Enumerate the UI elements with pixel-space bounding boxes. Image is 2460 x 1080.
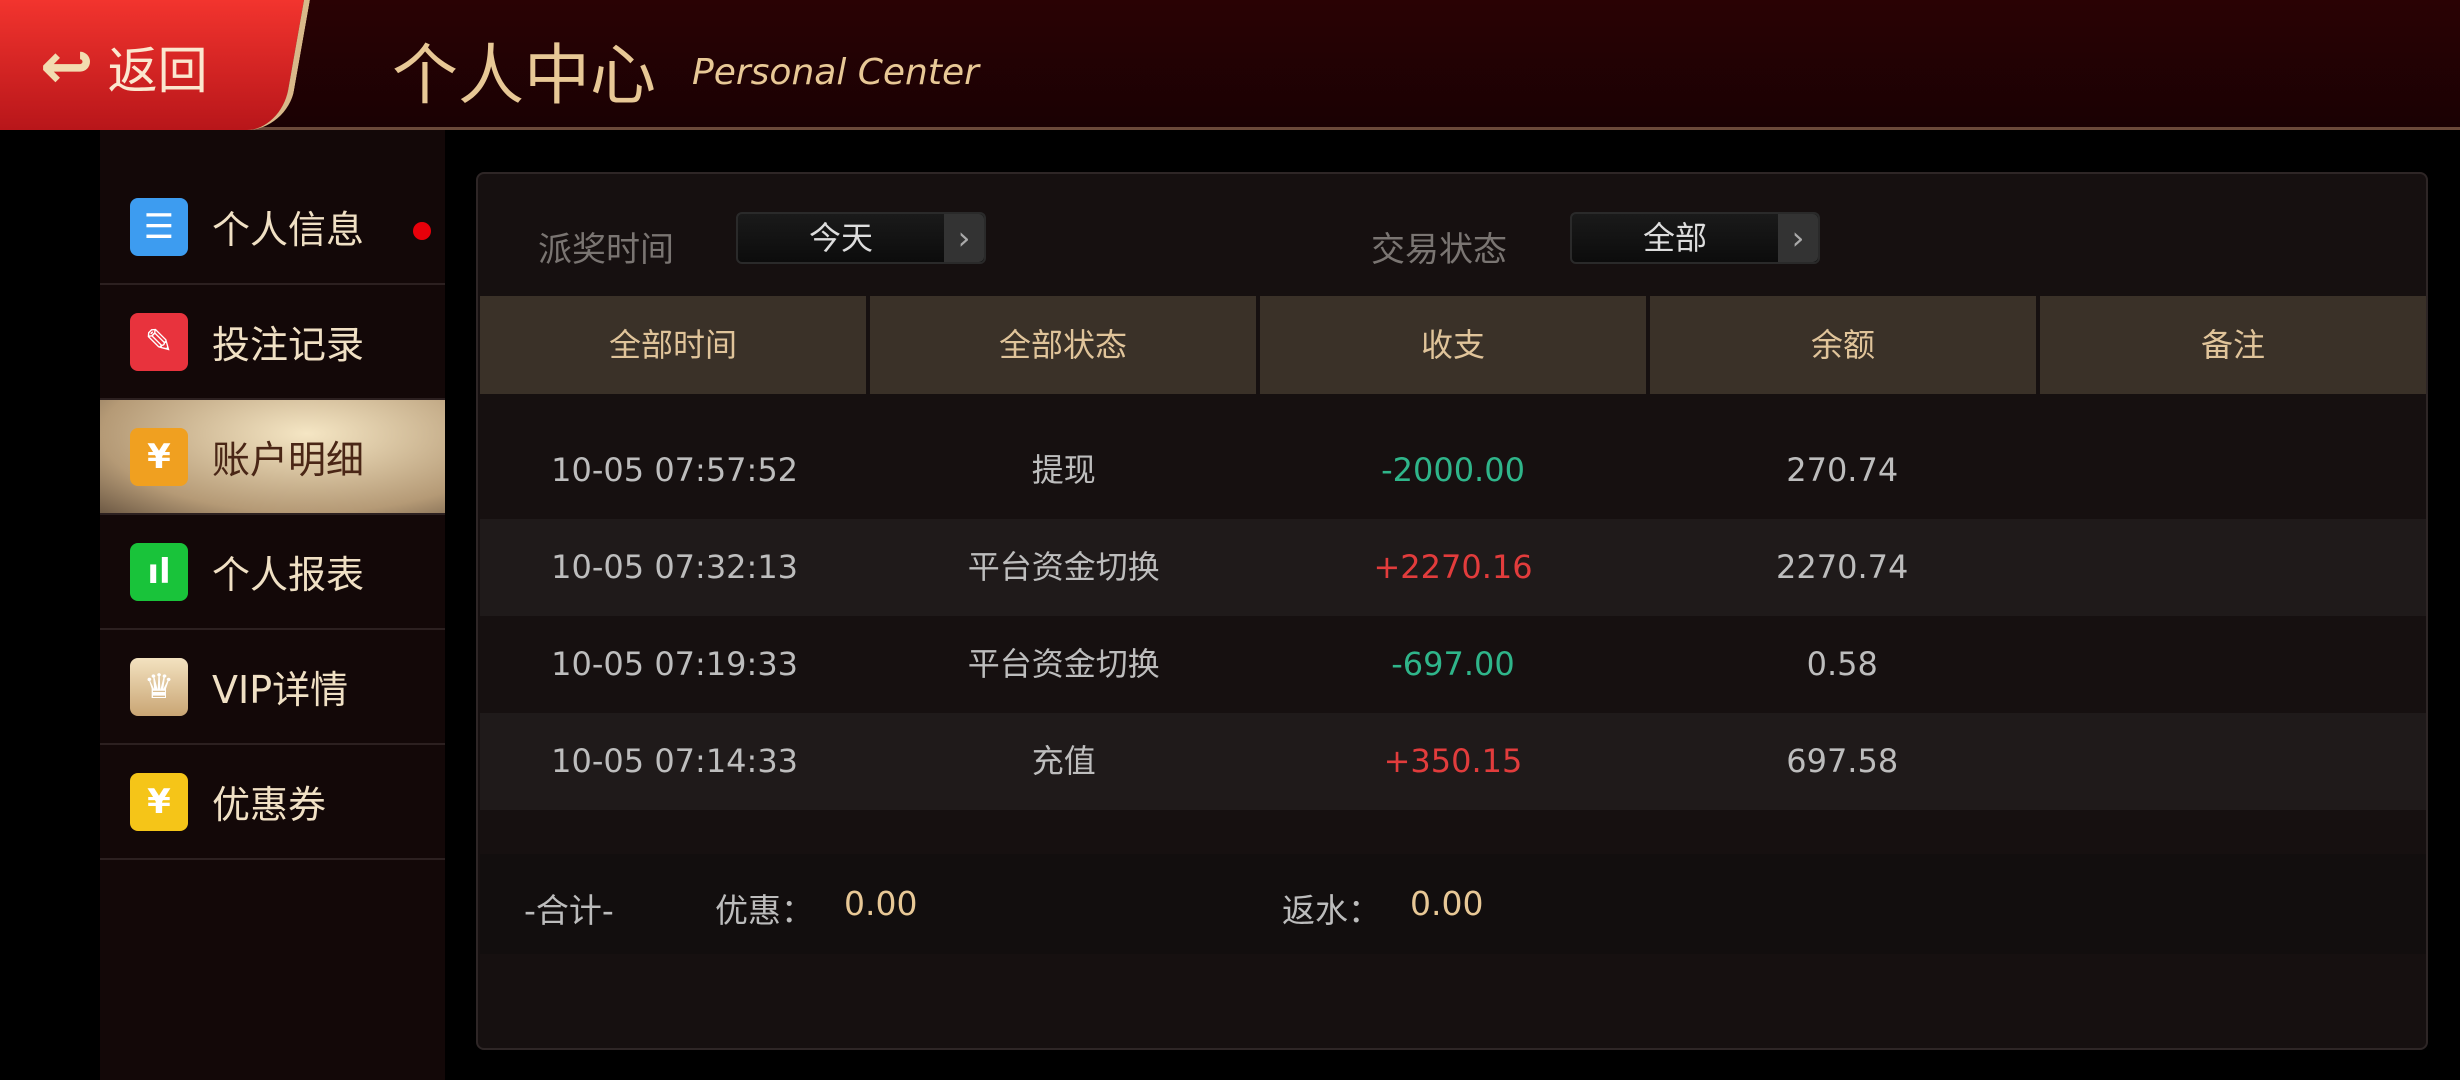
- return-arrow-icon: ↩: [40, 30, 94, 104]
- sidebar-item-label: 个人报表: [212, 553, 365, 597]
- cell-time: 10-05 07:19:33: [551, 645, 799, 683]
- account-details-panel: 派奖时间 今天 › 交易状态 全部 › 全部时间 全部状态 收支 余额 备注 1…: [476, 172, 2428, 1050]
- discount-label: 优惠：: [715, 891, 814, 930]
- sidebar-item-account-details[interactable]: ¥ 账户明细: [100, 400, 445, 515]
- cell-amount: -697.00: [1391, 645, 1515, 683]
- sidebar-item-personal-info[interactable]: ☰ 个人信息: [100, 170, 445, 285]
- cell-remark: [2037, 422, 2426, 519]
- transaction-status-select[interactable]: 全部 ›: [1570, 212, 1820, 264]
- sidebar-item-label: 投注记录: [212, 323, 365, 367]
- cell-balance: 0.58: [1806, 645, 1878, 683]
- column-header-status[interactable]: 全部状态: [870, 296, 1256, 394]
- cell-remark: [2037, 713, 2426, 810]
- rebate-label: 返水：: [1282, 891, 1381, 930]
- table-row: 10-05 07:19:33 平台资金切换 -697.00 0.58: [480, 616, 2426, 713]
- crown-icon: ♛: [130, 657, 188, 716]
- page-title: 个人中心: [392, 37, 656, 114]
- column-header-time[interactable]: 全部时间: [480, 296, 866, 394]
- contact-card-icon: ☰: [130, 197, 188, 256]
- sidebar-item-label: VIP详情: [212, 668, 349, 712]
- cell-time: 10-05 07:32:13: [551, 548, 799, 586]
- payout-time-label: 派奖时间: [538, 230, 674, 270]
- table-header: 全部时间 全部状态 收支 余额 备注: [480, 296, 2426, 394]
- cell-balance: 270.74: [1786, 451, 1899, 489]
- rebate-value: 0.00: [1410, 884, 1484, 923]
- cell-status: 充值: [1031, 742, 1096, 780]
- sidebar-item-bet-records[interactable]: ✎ 投注记录: [100, 285, 445, 400]
- header: ↩ 返回 个人中心 Personal Center: [0, 0, 2460, 130]
- transaction-status-value: 全部: [1642, 219, 1707, 257]
- cell-remark: [2037, 519, 2426, 616]
- totals-footer: -合计- 优惠： 0.00 返水： 0.00: [480, 854, 2426, 954]
- money-bag-icon: ¥: [130, 427, 188, 486]
- chevron-right-icon: ›: [1778, 214, 1818, 262]
- sidebar-item-coupons[interactable]: ¥ 优惠券: [100, 745, 445, 860]
- column-header-balance: 余额: [1650, 296, 2036, 394]
- sidebar-item-label: 个人信息: [212, 208, 365, 252]
- cell-amount: -2000.00: [1381, 451, 1525, 489]
- sidebar-item-vip[interactable]: ♛ VIP详情: [100, 630, 445, 745]
- payout-time-value: 今天: [808, 219, 873, 257]
- back-button-content[interactable]: ↩ 返回: [40, 30, 208, 104]
- cell-balance: 697.58: [1786, 742, 1899, 780]
- chevron-right-icon: ›: [944, 214, 984, 262]
- cell-balance: 2270.74: [1776, 548, 1909, 586]
- back-label: 返回: [107, 42, 208, 100]
- coupon-icon: ¥: [130, 772, 188, 831]
- payout-time-select[interactable]: 今天 ›: [736, 212, 986, 264]
- table-row: 10-05 07:32:13 平台资金切换 +2270.16 2270.74: [480, 519, 2426, 616]
- bet-record-icon: ✎: [130, 312, 188, 371]
- cell-time: 10-05 07:57:52: [551, 451, 799, 489]
- discount-value: 0.00: [844, 884, 918, 923]
- table-row: 10-05 07:14:33 充值 +350.15 697.58: [480, 713, 2426, 810]
- cell-remark: [2037, 616, 2426, 713]
- cell-status: 平台资金切换: [967, 645, 1160, 683]
- cell-status: 提现: [1031, 451, 1096, 489]
- total-label: -合计-: [524, 891, 614, 930]
- table-row: 10-05 07:57:52 提现 -2000.00 270.74: [480, 422, 2426, 519]
- notification-dot: [413, 222, 431, 240]
- cell-status: 平台资金切换: [967, 548, 1160, 586]
- cell-amount: +350.15: [1383, 742, 1523, 780]
- cell-amount: +2270.16: [1373, 548, 1533, 586]
- sidebar-item-personal-report[interactable]: ıl 个人报表: [100, 515, 445, 630]
- page-subtitle: Personal Center: [692, 52, 979, 93]
- sidebar-item-label: 优惠券: [212, 783, 327, 827]
- bar-chart-icon: ıl: [130, 542, 188, 601]
- column-header-remark: 备注: [2040, 296, 2426, 394]
- transaction-status-label: 交易状态: [1371, 230, 1507, 270]
- sidebar: ☰ 个人信息 ✎ 投注记录 ¥ 账户明细 ıl 个人报表 ♛ VIP详情 ¥ 优…: [100, 130, 445, 1080]
- sidebar-item-label: 账户明细: [212, 438, 365, 482]
- cell-time: 10-05 07:14:33: [551, 742, 799, 780]
- column-header-amount: 收支: [1260, 296, 1646, 394]
